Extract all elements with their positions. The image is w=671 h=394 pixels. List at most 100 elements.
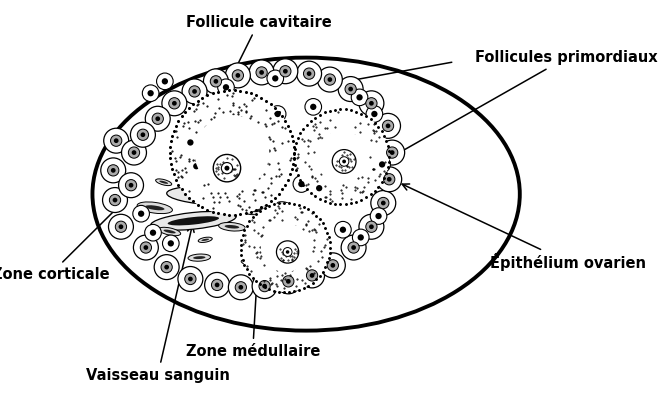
Text: Zone médullaire: Zone médullaire: [185, 255, 320, 359]
Circle shape: [156, 116, 160, 121]
Circle shape: [379, 161, 385, 167]
Circle shape: [140, 132, 146, 137]
Circle shape: [274, 111, 280, 117]
Circle shape: [188, 277, 193, 281]
Circle shape: [238, 285, 243, 290]
Ellipse shape: [246, 261, 257, 264]
Circle shape: [215, 282, 219, 287]
Ellipse shape: [159, 181, 168, 184]
Circle shape: [192, 89, 197, 94]
Circle shape: [162, 91, 187, 116]
Circle shape: [236, 282, 246, 293]
Circle shape: [109, 194, 121, 206]
Circle shape: [307, 71, 311, 76]
Ellipse shape: [137, 202, 172, 214]
Circle shape: [366, 98, 377, 109]
Circle shape: [269, 106, 286, 122]
Circle shape: [295, 109, 389, 204]
Circle shape: [162, 78, 168, 84]
Circle shape: [348, 242, 359, 253]
Circle shape: [185, 273, 196, 284]
Circle shape: [132, 150, 136, 155]
Circle shape: [104, 128, 129, 153]
Circle shape: [213, 154, 241, 182]
Circle shape: [358, 234, 364, 241]
Circle shape: [145, 224, 161, 241]
Circle shape: [125, 180, 137, 191]
Circle shape: [376, 167, 402, 192]
Circle shape: [144, 245, 148, 250]
Circle shape: [138, 210, 144, 217]
Circle shape: [164, 265, 169, 269]
Circle shape: [259, 70, 264, 75]
Circle shape: [390, 150, 395, 155]
Circle shape: [182, 79, 207, 104]
Circle shape: [211, 279, 223, 290]
Circle shape: [375, 213, 382, 219]
Circle shape: [189, 86, 200, 97]
Circle shape: [221, 163, 233, 174]
Circle shape: [340, 227, 346, 233]
Ellipse shape: [241, 259, 262, 266]
Ellipse shape: [300, 217, 319, 225]
Circle shape: [109, 214, 134, 239]
Circle shape: [170, 90, 295, 215]
Circle shape: [335, 221, 351, 238]
Circle shape: [172, 101, 176, 106]
Circle shape: [217, 79, 234, 96]
Circle shape: [331, 263, 336, 268]
Ellipse shape: [277, 202, 290, 207]
Circle shape: [249, 60, 274, 85]
Text: Épithélium ovarien: Épithélium ovarien: [402, 184, 646, 271]
Circle shape: [327, 77, 332, 82]
Circle shape: [272, 75, 278, 82]
Circle shape: [345, 84, 356, 95]
Ellipse shape: [198, 237, 212, 242]
Circle shape: [150, 230, 156, 236]
Circle shape: [168, 98, 180, 109]
Circle shape: [369, 225, 374, 229]
Circle shape: [369, 101, 374, 106]
Circle shape: [380, 140, 405, 165]
Circle shape: [382, 120, 394, 132]
Circle shape: [262, 284, 267, 288]
Circle shape: [133, 205, 150, 222]
Ellipse shape: [313, 245, 320, 247]
Circle shape: [370, 208, 387, 224]
Circle shape: [111, 168, 115, 173]
Circle shape: [129, 183, 134, 188]
Circle shape: [286, 279, 291, 284]
Circle shape: [298, 181, 305, 187]
Circle shape: [316, 185, 322, 191]
Ellipse shape: [311, 243, 323, 248]
Circle shape: [162, 235, 179, 252]
Circle shape: [351, 89, 368, 106]
Circle shape: [332, 150, 356, 173]
Ellipse shape: [250, 208, 267, 212]
Circle shape: [374, 156, 391, 173]
Circle shape: [252, 274, 277, 299]
Circle shape: [342, 160, 346, 164]
Circle shape: [376, 113, 401, 138]
Circle shape: [256, 67, 267, 78]
Circle shape: [381, 201, 386, 205]
Circle shape: [259, 281, 270, 292]
Circle shape: [305, 98, 321, 115]
Ellipse shape: [201, 239, 209, 241]
Ellipse shape: [234, 186, 248, 191]
Circle shape: [310, 273, 315, 278]
Circle shape: [338, 76, 363, 102]
Circle shape: [384, 174, 395, 185]
Ellipse shape: [156, 179, 172, 186]
Ellipse shape: [225, 225, 240, 229]
Text: Zone corticale: Zone corticale: [0, 200, 125, 282]
Circle shape: [299, 263, 325, 288]
Ellipse shape: [237, 187, 245, 189]
Circle shape: [103, 188, 127, 212]
Circle shape: [154, 255, 179, 280]
Circle shape: [297, 61, 321, 86]
Circle shape: [203, 69, 228, 94]
Ellipse shape: [158, 227, 180, 236]
Circle shape: [366, 106, 382, 122]
Circle shape: [241, 203, 330, 292]
